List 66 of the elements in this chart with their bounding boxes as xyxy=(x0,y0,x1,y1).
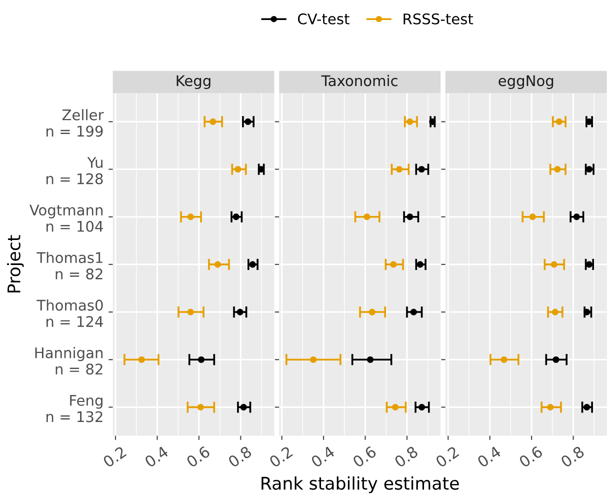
point xyxy=(310,356,317,363)
x-tick-label: 0.8 xyxy=(394,446,419,468)
legend-label: RSSS-test xyxy=(404,13,474,24)
point xyxy=(364,214,370,220)
point xyxy=(240,404,247,410)
point xyxy=(552,308,558,316)
point xyxy=(396,166,403,173)
point xyxy=(584,308,590,316)
y-tick-label: Vogtmann n = 104 xyxy=(30,204,103,232)
point xyxy=(244,118,252,125)
y-tick-label: Thomas0 n = 124 xyxy=(36,299,103,327)
y-tick-label: Zeller n = 199 xyxy=(46,109,104,137)
point xyxy=(556,118,562,125)
y-tick-label: Thomas1 n = 82 xyxy=(36,252,102,280)
point xyxy=(416,261,424,268)
point xyxy=(418,404,426,410)
point xyxy=(406,214,414,220)
y-tick-label: Yu n = 128 xyxy=(46,157,103,184)
chart-title: Kegg xyxy=(176,75,210,90)
point xyxy=(390,261,397,268)
y-tick-label: Hannigan n = 82 xyxy=(35,347,103,375)
point xyxy=(554,166,561,173)
point xyxy=(366,356,374,363)
point xyxy=(232,214,240,220)
point xyxy=(236,308,244,316)
x-tick-label: 0.4 xyxy=(310,445,336,468)
x-tick-label: 0.6 xyxy=(518,446,544,468)
x-axis-title: Rank stability estimate xyxy=(262,476,459,494)
point xyxy=(529,214,536,220)
x-tick-label: 0.6 xyxy=(352,446,377,468)
point xyxy=(392,404,399,410)
chart-title: Taxonomic xyxy=(321,74,398,86)
point xyxy=(586,166,592,173)
point xyxy=(138,356,145,363)
x-tick-label: 0.6 xyxy=(186,446,211,468)
y-axis-title: Project xyxy=(7,235,24,292)
legend-label: CV-test xyxy=(298,13,350,24)
point xyxy=(406,118,414,125)
x-tick-label: 0.2 xyxy=(434,446,460,468)
x-tick-label: 0.2 xyxy=(102,446,127,468)
point xyxy=(249,261,256,268)
x-tick-label: 0.4 xyxy=(144,445,170,468)
point xyxy=(368,308,376,316)
point xyxy=(552,356,560,363)
point xyxy=(197,404,204,410)
point xyxy=(573,214,580,220)
point xyxy=(234,166,242,173)
x-tick-label: 0.8 xyxy=(560,446,585,468)
point xyxy=(547,404,554,410)
point xyxy=(410,308,417,316)
point xyxy=(429,118,436,125)
point xyxy=(214,261,222,268)
x-tick-label: 0.2 xyxy=(268,446,294,468)
point xyxy=(500,356,508,363)
point xyxy=(418,166,425,173)
point xyxy=(584,404,590,410)
point xyxy=(586,261,592,268)
chart-title: eggNog xyxy=(498,75,554,90)
x-tick-label: 0.4 xyxy=(476,445,502,468)
point xyxy=(187,308,194,316)
x-tick-label: 0.8 xyxy=(227,446,252,468)
point xyxy=(198,356,205,363)
point xyxy=(187,214,194,220)
point xyxy=(210,118,216,125)
y-tick-label: Feng n = 132 xyxy=(46,395,102,422)
point xyxy=(550,261,558,268)
